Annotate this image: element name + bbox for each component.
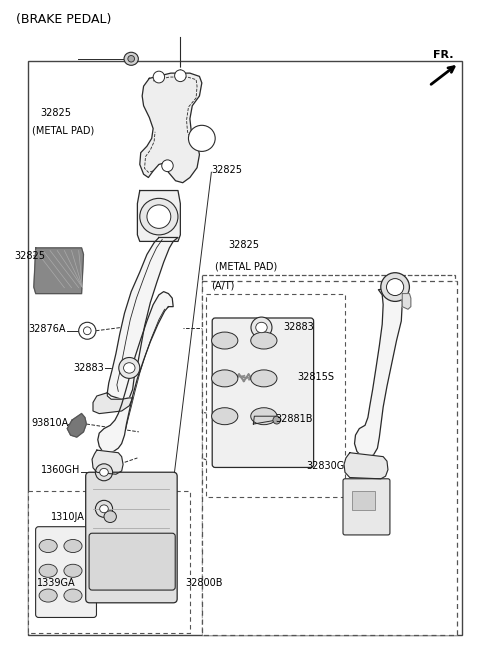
Polygon shape [92, 450, 123, 474]
Text: 93810A: 93810A [31, 419, 68, 428]
Bar [28, 491, 190, 633]
Polygon shape [137, 191, 180, 242]
Polygon shape [402, 293, 411, 309]
Ellipse shape [381, 272, 409, 301]
Ellipse shape [212, 407, 238, 424]
Polygon shape [344, 453, 388, 479]
Ellipse shape [212, 370, 238, 387]
Ellipse shape [153, 71, 165, 83]
Ellipse shape [147, 205, 171, 229]
FancyBboxPatch shape [86, 472, 177, 603]
Text: (BRAKE PEDAL): (BRAKE PEDAL) [16, 13, 111, 26]
Ellipse shape [64, 589, 82, 602]
Polygon shape [140, 73, 202, 183]
Text: (METAL PAD): (METAL PAD) [215, 261, 277, 271]
Text: (A/T): (A/T) [211, 280, 235, 290]
Polygon shape [253, 416, 277, 424]
Text: 32825: 32825 [14, 251, 45, 261]
Ellipse shape [273, 416, 281, 424]
Text: 32825: 32825 [40, 108, 72, 118]
Text: 32825: 32825 [211, 164, 242, 175]
Text: FR.: FR. [433, 50, 454, 60]
Ellipse shape [39, 564, 57, 577]
Ellipse shape [140, 198, 178, 235]
Polygon shape [108, 238, 178, 400]
Ellipse shape [175, 70, 186, 82]
Ellipse shape [256, 322, 267, 333]
Ellipse shape [251, 332, 277, 349]
Ellipse shape [79, 322, 96, 339]
Ellipse shape [189, 125, 215, 151]
Ellipse shape [123, 363, 135, 373]
Text: 32825: 32825 [228, 240, 259, 250]
Ellipse shape [96, 464, 113, 481]
Ellipse shape [124, 52, 138, 66]
Polygon shape [93, 393, 132, 413]
Ellipse shape [162, 160, 173, 172]
Ellipse shape [104, 511, 116, 523]
Ellipse shape [100, 468, 108, 476]
FancyBboxPatch shape [212, 318, 313, 468]
Text: 1310JA: 1310JA [51, 512, 85, 521]
FancyBboxPatch shape [343, 479, 390, 535]
FancyBboxPatch shape [36, 527, 96, 618]
Text: (METAL PAD): (METAL PAD) [33, 126, 95, 136]
Text: 32883: 32883 [283, 322, 314, 332]
Ellipse shape [251, 317, 272, 338]
Ellipse shape [39, 589, 57, 602]
Text: 32830G: 32830G [307, 460, 345, 471]
Ellipse shape [84, 327, 91, 335]
Bar [28, 62, 462, 635]
Ellipse shape [64, 564, 82, 577]
Text: 32881B: 32881B [276, 415, 313, 424]
Ellipse shape [386, 278, 404, 295]
Ellipse shape [212, 332, 238, 349]
Bar [202, 275, 455, 634]
Ellipse shape [251, 370, 277, 387]
Polygon shape [67, 413, 86, 437]
Ellipse shape [96, 500, 113, 517]
Ellipse shape [100, 505, 108, 513]
Text: 32876A: 32876A [28, 324, 66, 335]
Polygon shape [98, 291, 173, 453]
Text: 32800B: 32800B [185, 578, 223, 588]
Text: 1339GA: 1339GA [37, 578, 75, 588]
Ellipse shape [39, 540, 57, 553]
Bar [202, 280, 457, 635]
Ellipse shape [251, 407, 277, 424]
Polygon shape [34, 248, 84, 293]
Text: 32883: 32883 [73, 363, 104, 373]
Polygon shape [355, 288, 402, 458]
Bar [352, 491, 374, 510]
Text: 32815S: 32815S [297, 372, 334, 382]
Text: 1360GH: 1360GH [41, 464, 80, 475]
Bar [205, 293, 345, 497]
Ellipse shape [119, 358, 140, 379]
FancyBboxPatch shape [89, 533, 175, 590]
Ellipse shape [128, 56, 134, 62]
Ellipse shape [64, 540, 82, 553]
